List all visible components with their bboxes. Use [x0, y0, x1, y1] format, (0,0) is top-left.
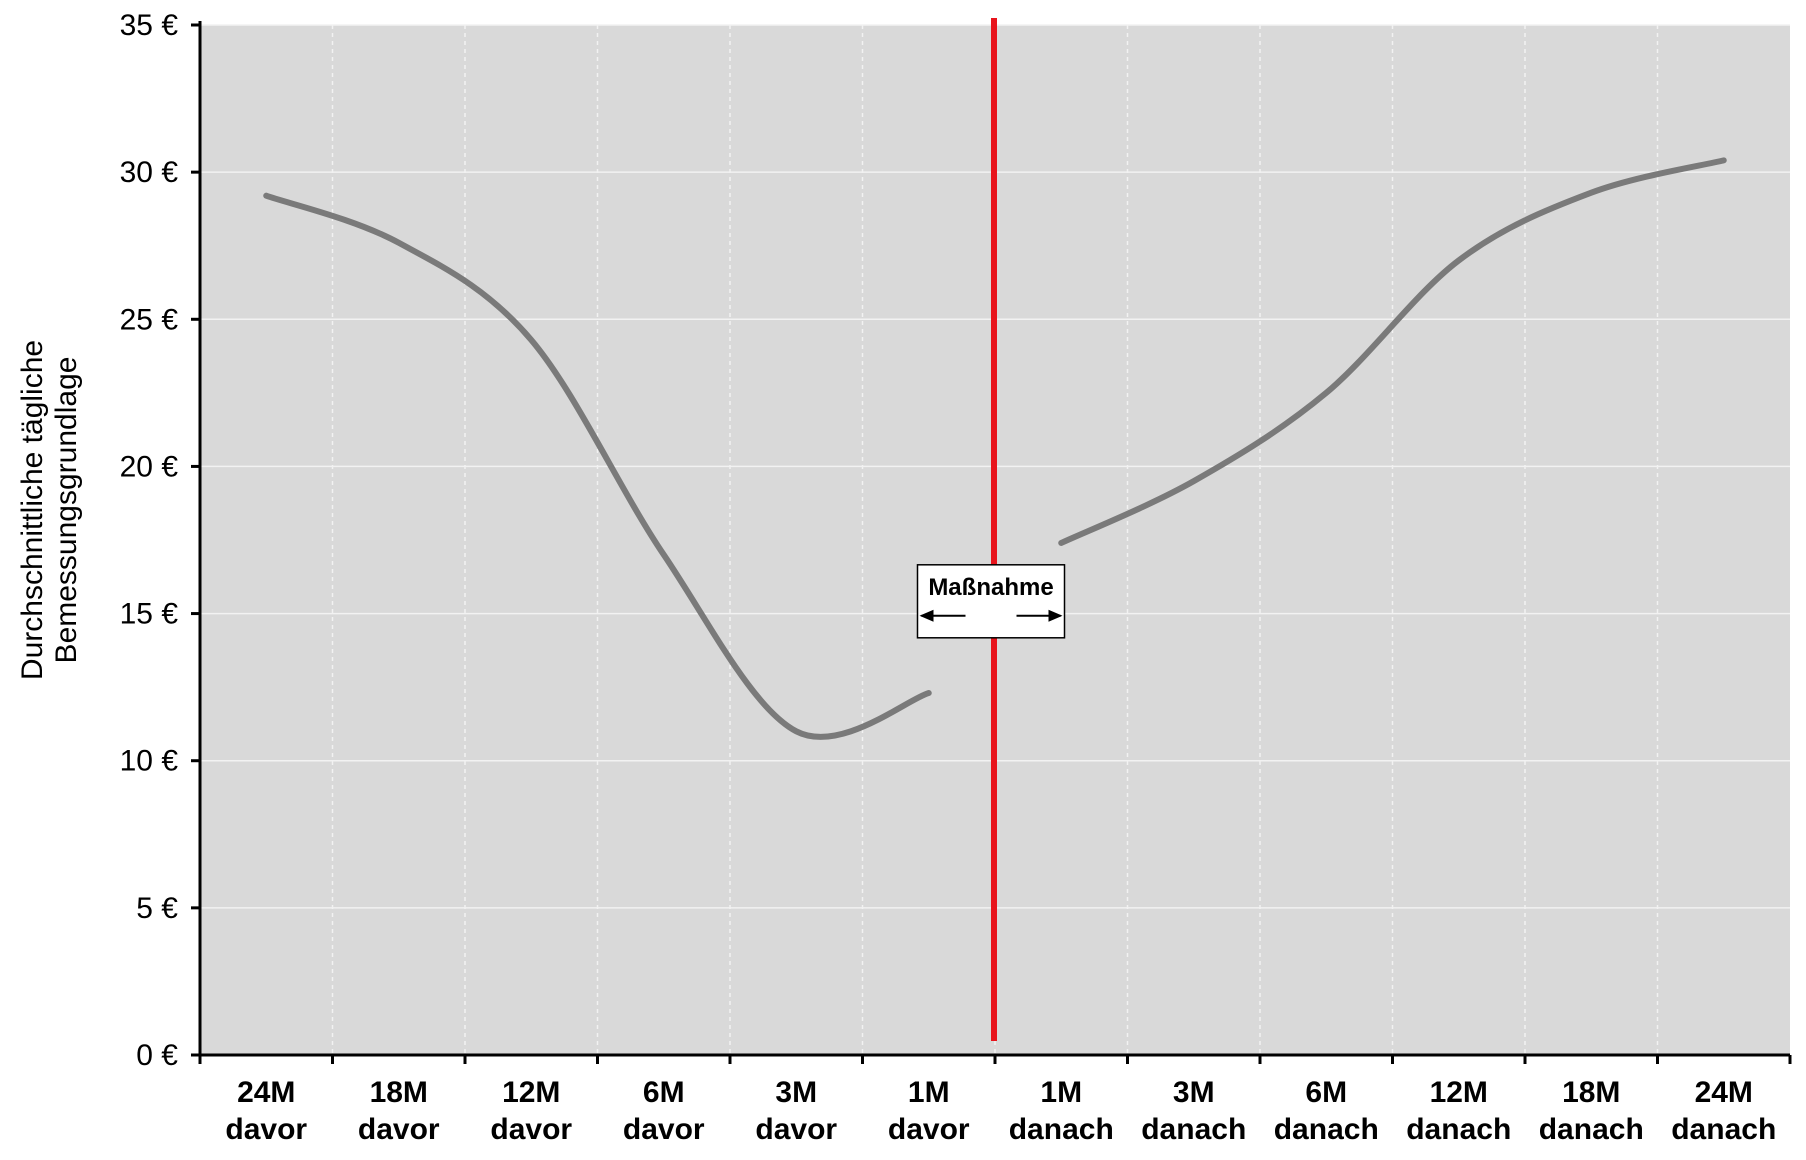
x-tick-label-line: danach	[1009, 1113, 1114, 1146]
y-tick-label-5: 25 €	[120, 303, 179, 336]
x-tick-label-3: 6M davor	[623, 1076, 705, 1146]
x-tick-label-line: 3M	[775, 1076, 817, 1109]
x-tick-label-line: danach	[1539, 1113, 1644, 1146]
x-tick-label-line: danach	[1406, 1113, 1511, 1146]
x-tick-label-11: 24M danach	[1671, 1076, 1776, 1146]
y-tick-label-3: 15 €	[120, 598, 179, 631]
y-axis-label: Durchschnittliche täglicheBemessungsgrun…	[16, 340, 83, 680]
annotation-arrowhead-right	[1048, 609, 1063, 622]
series	[263, 157, 1727, 740]
x-tick-label-4: 3M davor	[755, 1076, 837, 1146]
annotation: Maßnahme	[916, 564, 1066, 639]
annotation-arrowhead-left	[919, 609, 934, 622]
y-tick-label-4: 20 €	[120, 450, 179, 483]
x-tick-label-9: 12M danach	[1406, 1076, 1511, 1146]
x-tick-label-line: danach	[1141, 1113, 1246, 1146]
y-axis-title: Durchschnittliche täglicheBemessungsgrun…	[16, 340, 83, 680]
x-tick-label-line: 24M	[237, 1076, 295, 1109]
x-tick-label-line: 1M	[908, 1076, 950, 1109]
y-tick-label-6: 30 €	[120, 156, 179, 189]
x-tick-label-line: 18M	[370, 1076, 428, 1109]
x-tick-label-line: davor	[225, 1113, 307, 1146]
x-tick-label-1: 18M davor	[358, 1076, 440, 1146]
x-tick-label-line: davor	[623, 1113, 705, 1146]
x-tick-label-line: 1M	[1040, 1076, 1082, 1109]
y-axis-ticks: 0 € 5 € 10 € 15 € 20 € 25 € 30 € 35 €	[120, 9, 200, 1072]
x-tick-label-7: 3M danach	[1141, 1076, 1246, 1146]
series-line-after	[1058, 157, 1727, 546]
x-tick-label-line: 12M	[1430, 1076, 1488, 1109]
x-tick-label-10: 18M danach	[1539, 1076, 1644, 1146]
y-tick-label-7: 35 €	[120, 9, 179, 42]
annotation-label: Maßnahme	[928, 574, 1053, 601]
series-line-before	[263, 192, 932, 740]
x-tick-label-line: 12M	[502, 1076, 560, 1109]
x-tick-label-2: 12M davor	[490, 1076, 572, 1146]
y-axis-title-line: Durchschnittliche tägliche	[16, 340, 49, 680]
x-tick-label-line: 24M	[1695, 1076, 1753, 1109]
annotation-box	[916, 564, 1066, 639]
y-tick-label-0: 0 €	[136, 1039, 178, 1072]
x-tick-label-8: 6M danach	[1274, 1076, 1379, 1146]
x-tick-label-line: 3M	[1173, 1076, 1215, 1109]
y-axis-title-line: Bemessungsgrundlage	[50, 357, 83, 664]
x-tick-label-line: davor	[490, 1113, 572, 1146]
x-tick-label-line: davor	[358, 1113, 440, 1146]
x-tick-label-line: 6M	[1305, 1076, 1347, 1109]
x-tick-label-6: 1M danach	[1009, 1076, 1114, 1146]
y-tick-label-1: 5 €	[136, 892, 178, 925]
x-tick-label-line: davor	[888, 1113, 970, 1146]
x-tick-label-line: danach	[1274, 1113, 1379, 1146]
x-tick-label-line: 6M	[643, 1076, 685, 1109]
x-tick-label-line: 18M	[1562, 1076, 1620, 1109]
y-tick-label-2: 10 €	[120, 745, 179, 778]
x-tick-label-5: 1M davor	[888, 1076, 970, 1146]
x-tick-label-0: 24M davor	[225, 1076, 307, 1146]
x-tick-label-line: danach	[1671, 1113, 1776, 1146]
x-tick-label-line: davor	[755, 1113, 837, 1146]
